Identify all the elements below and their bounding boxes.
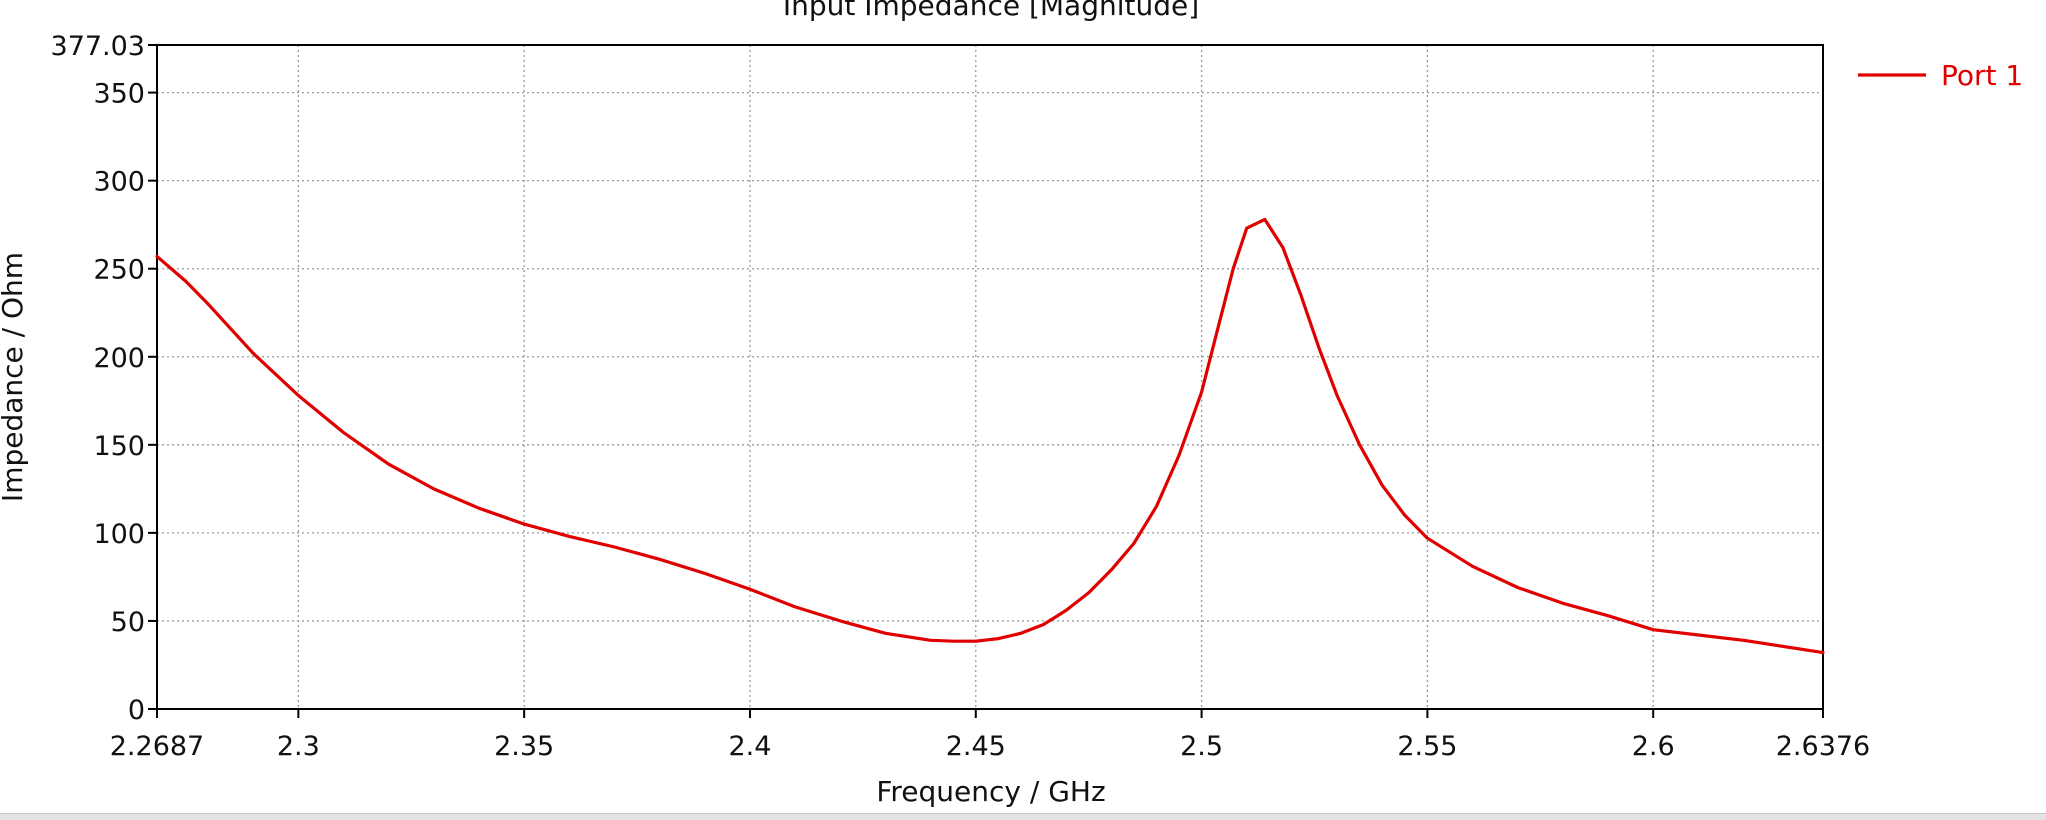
y-tick-label: 200 bbox=[93, 343, 145, 374]
plot-area-frame bbox=[156, 44, 1824, 710]
x-tick-label: 2.55 bbox=[1397, 731, 1457, 762]
y-tick-label: 100 bbox=[93, 519, 145, 550]
y-axis: 0 50 100 150 200 250 300 350 377.03 bbox=[51, 31, 157, 726]
y-tick-label: 0 bbox=[128, 695, 145, 726]
y-tick-label: 150 bbox=[93, 431, 145, 462]
x-tick-label: 2.6376 bbox=[1776, 731, 1870, 762]
x-tick-label: 2.5 bbox=[1180, 731, 1223, 762]
x-tick-label: 2.6 bbox=[1632, 731, 1675, 762]
legend-label-port-1: Port 1 bbox=[1941, 59, 2023, 92]
y-tick-label: 300 bbox=[93, 167, 145, 198]
x-axis-title: Frequency / GHz bbox=[876, 775, 1105, 808]
x-tick-label: 2.2687 bbox=[110, 731, 204, 762]
x-tick-label: 2.3 bbox=[277, 731, 320, 762]
series-line-port-1 bbox=[155, 217, 1825, 655]
x-axis: 2.2687 2.3 2.35 2.4 2.45 2.5 2.55 2.6 2.6376 bbox=[110, 709, 1870, 762]
y-tick-label: 50 bbox=[111, 607, 145, 638]
y-tick-label: 350 bbox=[93, 79, 145, 110]
y-axis-title: Impedance / Ohm bbox=[0, 252, 29, 502]
window-bottom-edge bbox=[0, 813, 2046, 820]
x-tick-label: 2.45 bbox=[946, 731, 1006, 762]
legend: Port 1 bbox=[1858, 59, 2023, 92]
y-tick-label: 377.03 bbox=[51, 31, 145, 62]
x-tick-label: 2.4 bbox=[728, 731, 771, 762]
y-tick-label: 250 bbox=[93, 255, 145, 286]
chart-title: Input Impedance [Magnitude] bbox=[783, 0, 1199, 22]
grid bbox=[157, 45, 1823, 709]
x-tick-label: 2.35 bbox=[494, 731, 554, 762]
